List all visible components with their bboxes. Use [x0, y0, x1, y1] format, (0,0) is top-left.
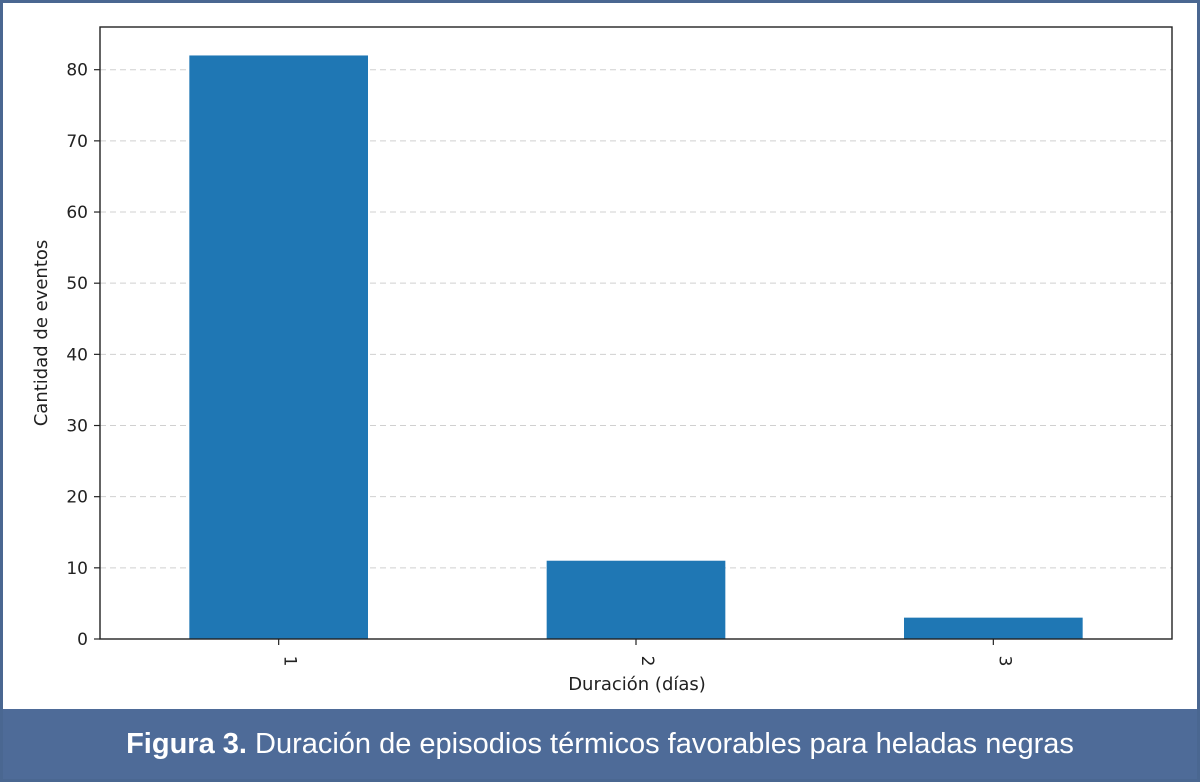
- y-axis-label: Cantidad de eventos: [31, 240, 52, 427]
- y-tick-label: 0: [77, 630, 88, 650]
- caption-text: Duración de episodios térmicos favorable…: [246, 728, 1074, 760]
- bars-layer: [189, 55, 1083, 640]
- chart-area: 0 10 20 30 40 50 60 70 80 1 2 3 Cantidad de evento…: [3, 3, 1197, 707]
- y-ticks-layer: 0 10 20 30 40 50 60 70 80: [66, 61, 100, 650]
- bar-chart: 0 10 20 30 40 50 60 70 80 1 2 3 Cantidad de evento…: [31, 26, 1173, 695]
- y-tick-label: 70: [66, 132, 88, 152]
- y-tick-label: 40: [66, 345, 88, 365]
- y-tick-label: 30: [66, 417, 88, 437]
- x-tick-label: 1: [280, 656, 300, 667]
- y-tick-label: 50: [66, 274, 88, 294]
- y-tick-label: 10: [66, 559, 88, 579]
- x-axis-label: Duración (días): [568, 674, 706, 695]
- grid-layer: [100, 69, 1172, 569]
- figure-caption: Figura 3. Duración de episodios térmicos…: [3, 709, 1197, 779]
- y-tick-label: 80: [66, 61, 88, 81]
- bar-2: [546, 560, 726, 639]
- x-ticks-layer: 1 2 3: [278, 639, 1014, 667]
- bar-3: [904, 617, 1083, 639]
- y-tick-label: 20: [66, 488, 88, 508]
- caption-label: Figura 3.: [126, 728, 247, 760]
- x-tick-label: 3: [994, 656, 1014, 667]
- y-tick-label: 60: [66, 203, 88, 223]
- bar-1: [189, 55, 368, 640]
- x-tick-label: 2: [637, 656, 657, 667]
